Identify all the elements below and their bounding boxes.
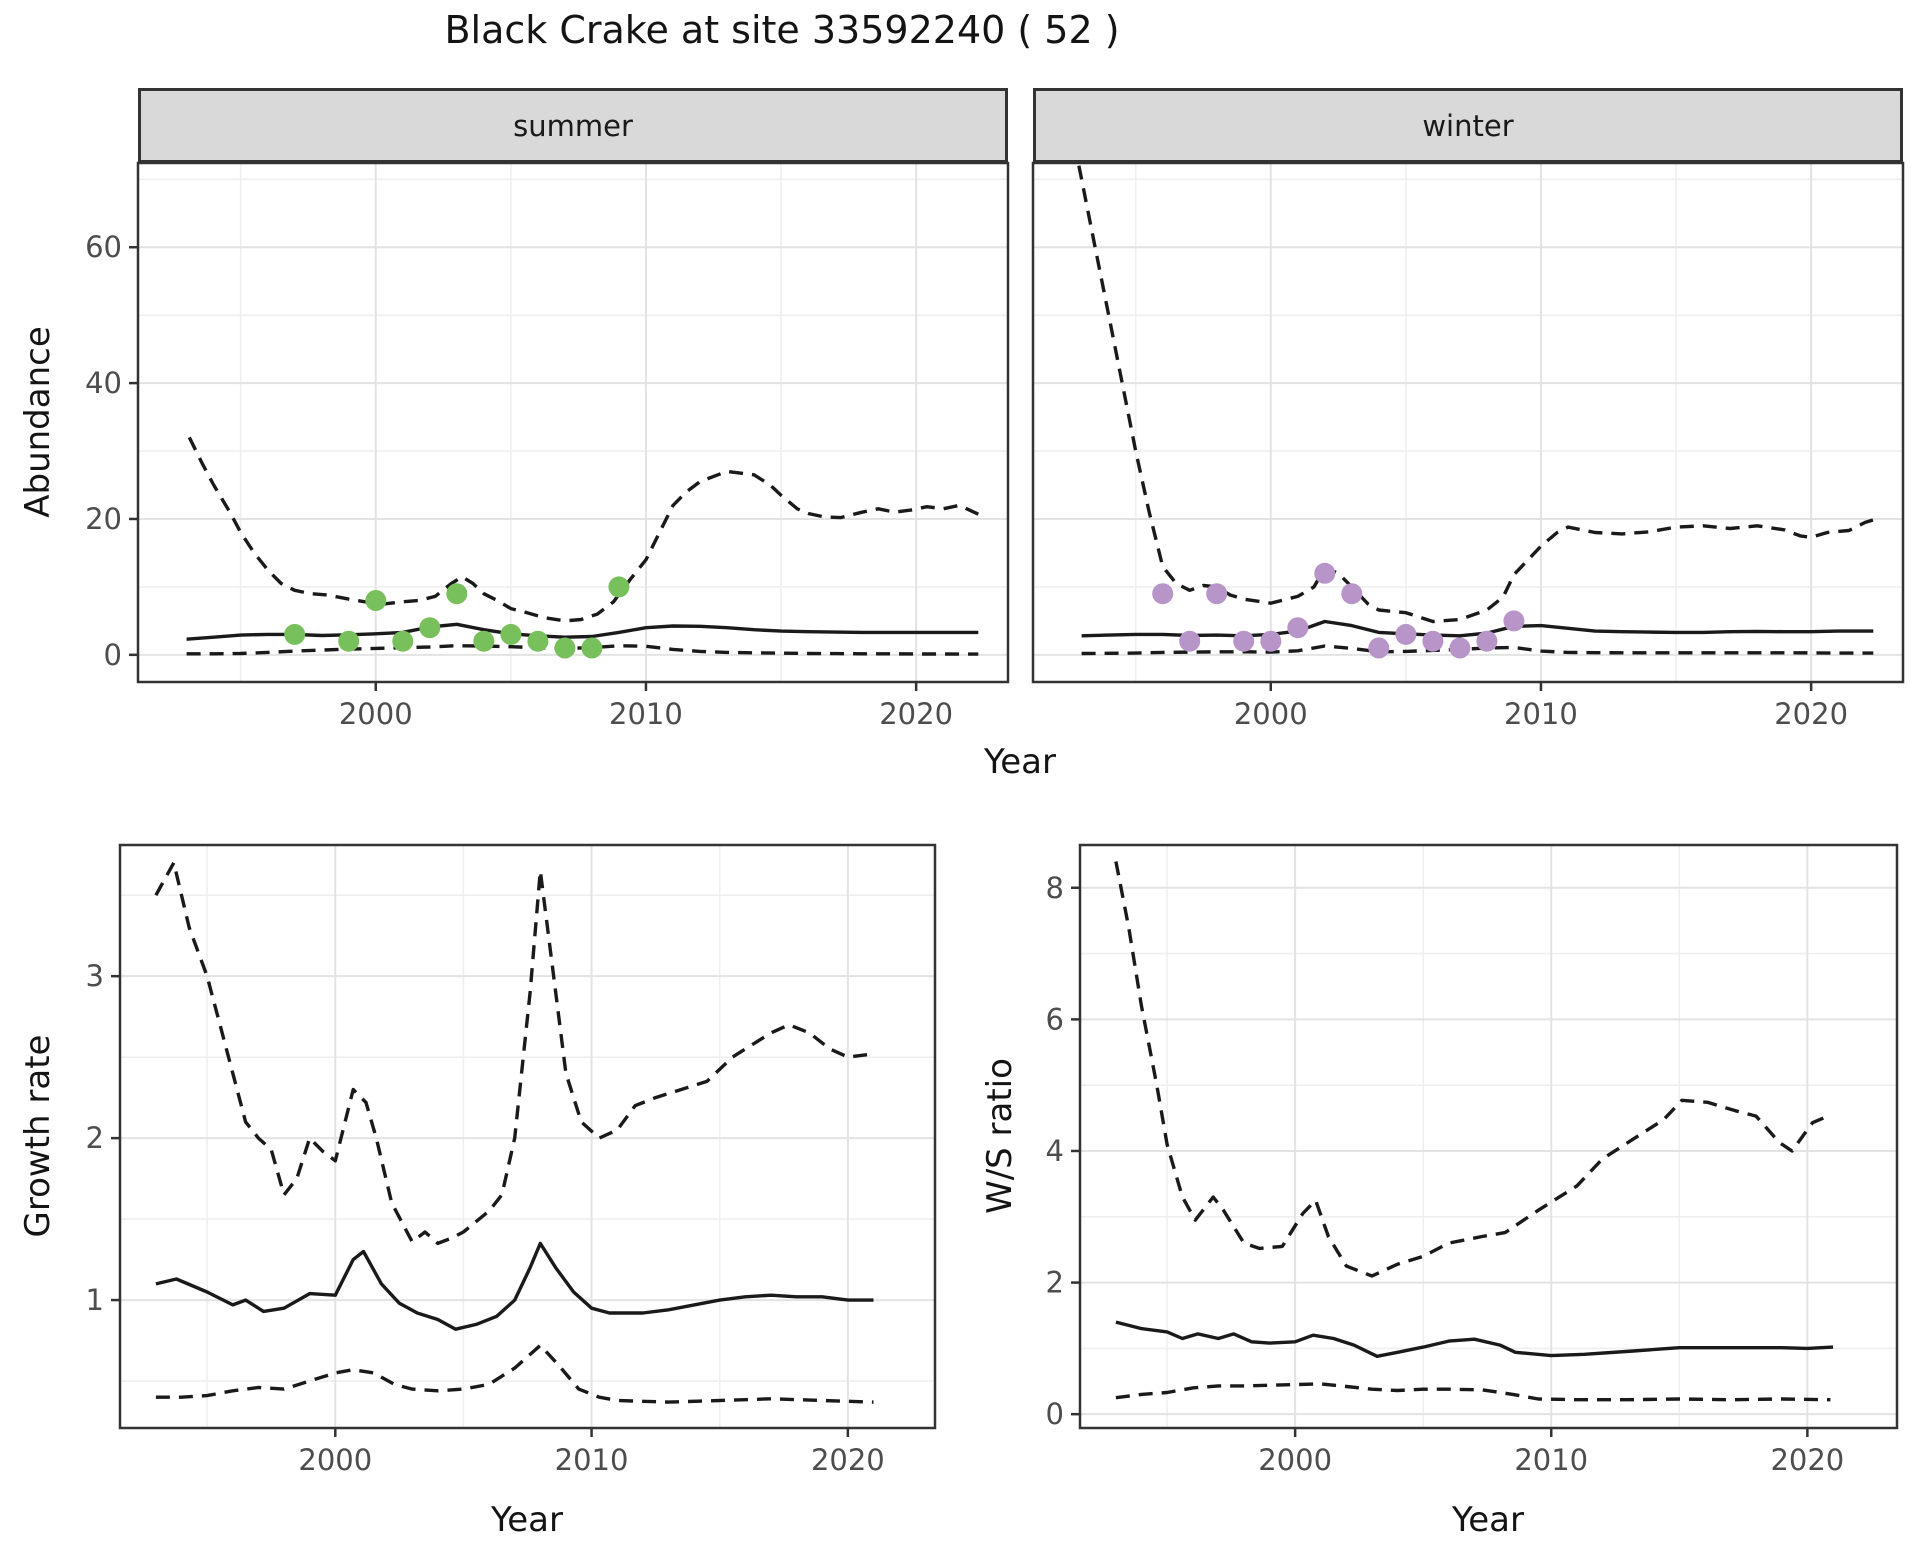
y-tick-label: 1 [86,1283,104,1317]
series-median [155,1241,874,1331]
series-median [186,622,979,641]
x-tick-label: 2010 [1504,697,1578,731]
observation-point-winter-counts [1503,610,1525,632]
observation-point-winter-counts [1287,617,1309,639]
series-upper-ci [154,861,874,1246]
series-lower-ci [155,1343,874,1404]
panel-background [1080,845,1897,1428]
panel-border [136,161,1010,684]
panel-background [120,845,935,1428]
y-tick-label: 60 [85,230,122,264]
y-tick-label: 0 [1046,1397,1064,1431]
series-lower-ci [1081,644,1874,656]
observation-point-summer-counts [392,630,414,652]
observation-point-winter-counts [1449,637,1471,659]
facet-strip-winter: winter [1033,88,1903,163]
y-tick-label: 8 [1046,871,1064,905]
y-axis-title-ws-ratio: W/S ratio [980,1058,1020,1214]
x-tick-label: 2020 [811,1443,885,1477]
x-tick-label: 2010 [1514,1443,1588,1477]
facet-strip-summer-label: summer [513,108,633,143]
y-tick-label: 3 [86,959,104,993]
observation-point-winter-counts [1476,630,1498,652]
y-axis-title-abundance: Abundance [18,326,58,518]
x-tick-label: 2020 [1770,1443,1844,1477]
observation-point-summer-counts [365,590,387,611]
series-median [1081,619,1874,638]
x-tick-label: 2000 [1258,1443,1332,1477]
observation-point-winter-counts [1260,630,1282,652]
observation-point-winter-counts [1341,583,1363,605]
panel-growth-rate: 2000 2010 2020 1 2 3 [86,843,937,1477]
x-tick-label: 2000 [298,1443,372,1477]
y-tick-label: 20 [85,502,122,536]
observation-point-winter-counts [1395,623,1417,645]
x-axis-title-year-growth: Year [491,1500,563,1540]
panel-border [118,843,937,1430]
observation-point-winter-counts [1314,562,1336,584]
observation-point-winter-counts [1422,630,1444,652]
panel-border [1031,161,1905,684]
observation-point-summer-counts [500,623,522,645]
facet-strip-summer: summer [138,88,1008,163]
y-tick-label: 4 [1046,1134,1064,1168]
observation-point-summer-counts [554,637,576,659]
series-lower-ci [1115,1382,1831,1402]
x-tick-label: 2020 [879,697,953,731]
observation-point-summer-counts [608,576,630,598]
x-tick-label: 2000 [1234,697,1308,731]
panel-background [1033,163,1903,682]
facet-strip-winter-label: winter [1422,108,1514,143]
y-axis-title-growth-rate: Growth rate [18,1034,58,1238]
observation-point-summer-counts [527,630,549,652]
observation-point-summer-counts [473,630,495,652]
x-tick-label: 2020 [1774,697,1848,731]
y-tick-label: 2 [86,1121,104,1155]
observation-point-summer-counts [284,623,306,645]
observation-point-summer-counts [338,630,360,652]
series-upper-ci [1077,165,1877,624]
x-tick-label: 2000 [339,697,413,731]
y-tick-label: 6 [1046,1002,1064,1036]
observation-point-winter-counts [1152,583,1174,605]
observation-point-winter-counts [1368,637,1390,659]
plot-title: Black Crake at site 33592240 ( 52 ) [444,8,1120,52]
observation-point-winter-counts [1179,630,1201,652]
panel-ws-ratio: 2000 2010 2020 0 2 4 6 8 [1046,843,1899,1477]
y-tick-label: 2 [1046,1266,1064,1300]
observation-point-winter-counts [1233,630,1255,652]
x-axis-title-year-ws: Year [1452,1500,1524,1540]
observation-point-summer-counts [581,637,603,659]
panel-abundance-summer: 2000 2010 2020 0 20 40 60 [85,161,1010,731]
panel-border [1078,843,1899,1430]
y-tick-label: 40 [85,366,122,400]
panel-background [138,163,1008,682]
series-upper-ci [1114,861,1829,1278]
x-tick-label: 2010 [609,697,683,731]
y-tick-label: 0 [104,638,122,672]
x-axis-title-year-top: Year [984,742,1056,782]
observation-point-summer-counts [446,583,468,605]
panel-abundance-winter: 2000 2010 2020 [1031,161,1905,731]
observation-point-summer-counts [419,617,441,639]
x-tick-label: 2010 [555,1443,629,1477]
series-median [1115,1320,1834,1358]
series-lower-ci [186,644,979,656]
series-upper-ci [187,436,980,623]
observation-point-winter-counts [1206,583,1228,605]
